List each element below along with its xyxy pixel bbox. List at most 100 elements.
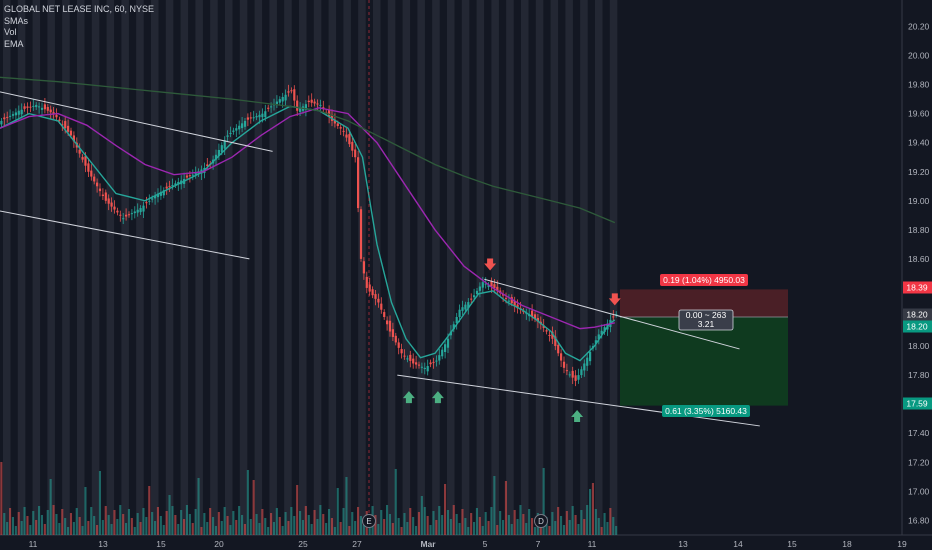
candle-body — [345, 134, 348, 138]
candle-body — [235, 128, 238, 131]
session-band — [210, 0, 218, 535]
price-marker-text: 18.20 — [906, 310, 928, 320]
price-marker-current-1: 18.20 — [903, 308, 932, 321]
candle-body — [72, 135, 75, 142]
session-band — [62, 0, 70, 535]
volume-bar — [104, 506, 107, 535]
candle-body — [110, 202, 113, 207]
volume-bar — [441, 515, 444, 535]
volume-bar — [38, 506, 41, 535]
volume-bar — [519, 505, 522, 535]
session-band — [151, 0, 159, 535]
trendline[interactable] — [0, 91, 273, 152]
candle-body — [589, 351, 592, 362]
volume-bar — [272, 522, 275, 535]
candle-body — [9, 115, 12, 117]
candle-body — [415, 362, 418, 365]
candle-body — [35, 104, 38, 108]
stop-loss-label[interactable]: 0.19 (1.04%) 4950.03 — [660, 274, 748, 286]
volume-bar — [26, 516, 29, 535]
candle-body — [444, 344, 447, 353]
volume-bar — [203, 513, 206, 535]
volume-bar — [351, 512, 354, 535]
event-badge[interactable]: D — [534, 514, 548, 528]
trendline[interactable] — [0, 210, 250, 260]
volume-bar — [107, 515, 110, 535]
volume-bar — [11, 517, 14, 535]
volume-bar — [235, 520, 238, 535]
volume-bar — [400, 527, 403, 535]
volume-bar — [487, 521, 490, 535]
candle-body — [0, 120, 3, 125]
volume-bar — [304, 506, 307, 535]
session-band — [358, 0, 366, 535]
price-marker-target: 17.59 — [903, 397, 932, 410]
volume-bar — [75, 508, 78, 535]
volume-bar — [194, 509, 197, 535]
volume-bar — [162, 525, 165, 535]
candle-body — [29, 106, 32, 108]
time-tick-label: 14 — [733, 539, 743, 549]
volume-bar — [432, 511, 435, 535]
volume-bar — [307, 515, 310, 535]
session-band — [550, 0, 559, 535]
session-band — [239, 0, 248, 535]
time-axis[interactable]: 11 13 15 20 25 27 Mar 5 7 11 13 14 15 18 19 — [29, 539, 907, 549]
candle-body — [594, 340, 597, 344]
indicator-ema[interactable]: EMA — [4, 38, 24, 49]
candle-body — [287, 91, 290, 93]
volume-bar — [388, 514, 391, 535]
price-tick-label: 19.20 — [908, 167, 930, 177]
candle-body — [229, 133, 232, 135]
price-axis[interactable]: 20.20 20.00 19.80 19.60 19.40 19.20 19.00 18.80… — [908, 22, 930, 526]
take-profit-label[interactable]: 0.61 (3.35%) 5160.43 — [662, 405, 750, 417]
volume-bar — [267, 527, 270, 535]
volume-bar — [6, 522, 9, 535]
candle-body — [568, 374, 571, 376]
indicator-vol[interactable]: Vol — [4, 27, 17, 37]
session-band — [535, 0, 544, 535]
candle-body — [87, 163, 90, 172]
volume-bar — [159, 516, 162, 535]
candle-body — [96, 182, 99, 187]
volume-bar — [197, 478, 200, 535]
volume-bar — [455, 514, 458, 535]
candle-body — [446, 338, 450, 348]
session-band — [136, 0, 144, 535]
trendline[interactable] — [397, 374, 760, 427]
volume-bar — [220, 521, 223, 535]
indicator-smas[interactable]: SMAs — [4, 15, 29, 26]
symbol-title: GLOBAL NET LEASE INC, 60, NYSE — [4, 4, 155, 14]
volume-bar — [156, 507, 159, 535]
candle-body — [162, 190, 165, 196]
volume-bar — [81, 526, 84, 535]
price-marker-box — [903, 320, 932, 333]
volume-bar — [504, 481, 507, 535]
candle-body — [560, 353, 563, 361]
volume-bar — [174, 515, 177, 535]
volume-bar — [249, 519, 252, 535]
candle-body — [316, 103, 319, 105]
volume-bar — [557, 507, 560, 535]
candle-body — [64, 121, 67, 129]
volume-bar — [226, 516, 229, 535]
candle-body — [377, 298, 380, 303]
volume-bar — [412, 517, 415, 535]
candle-body — [310, 99, 313, 103]
event-badge[interactable]: E — [362, 514, 376, 528]
candle-body — [510, 297, 513, 304]
trendline[interactable] — [484, 278, 740, 350]
candle-body — [223, 140, 226, 149]
candle-body — [3, 117, 6, 120]
volume-bar — [29, 525, 32, 535]
volume-bar — [461, 509, 464, 535]
volume-bar — [93, 516, 96, 535]
take-profit-zone[interactable] — [620, 317, 788, 406]
price-tick-label: 17.00 — [908, 486, 930, 496]
price-tick-label: 18.00 — [908, 341, 930, 351]
volume-bar — [177, 524, 180, 535]
candle-body — [368, 284, 371, 292]
time-tick-label: 15 — [156, 539, 166, 549]
